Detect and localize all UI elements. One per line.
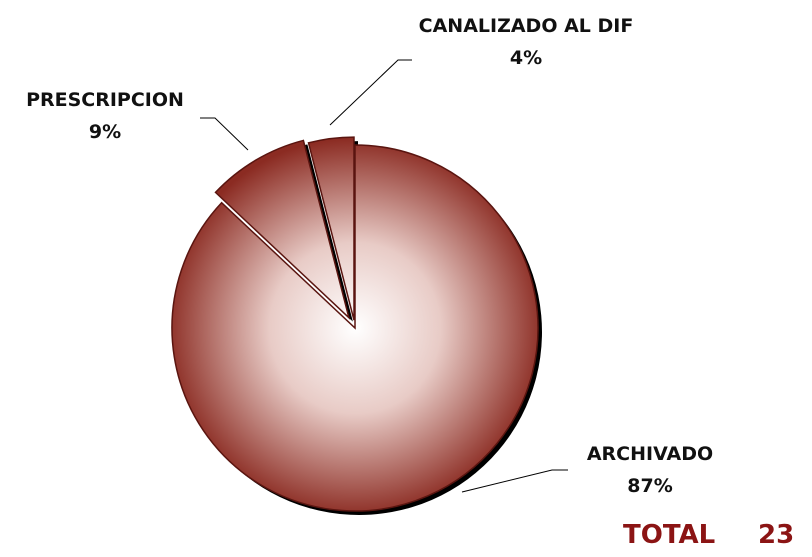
leader-line: [200, 117, 249, 151]
slice-label: PRESCRIPCION 9%: [10, 84, 200, 148]
category-label: PRESCRIPCION: [26, 89, 184, 111]
category-label: CANALIZADO AL DIF: [418, 15, 634, 37]
total-value: 23: [758, 520, 795, 550]
pie-slice: [307, 136, 355, 321]
total-label: TOTAL: [623, 520, 716, 550]
category-label: ARCHIVADO: [586, 443, 714, 465]
slice-label: CANALIZADO AL DIF 4%: [410, 10, 642, 74]
leader-line: [329, 59, 412, 126]
leader-line: [461, 469, 568, 493]
value-label: 9%: [88, 121, 122, 143]
value-label: 87%: [627, 475, 673, 497]
pie-slice: [214, 139, 351, 320]
pie-slice: [171, 144, 539, 512]
slice-label: ARCHIVADO 87%: [575, 438, 725, 502]
value-label: 4%: [509, 47, 543, 69]
